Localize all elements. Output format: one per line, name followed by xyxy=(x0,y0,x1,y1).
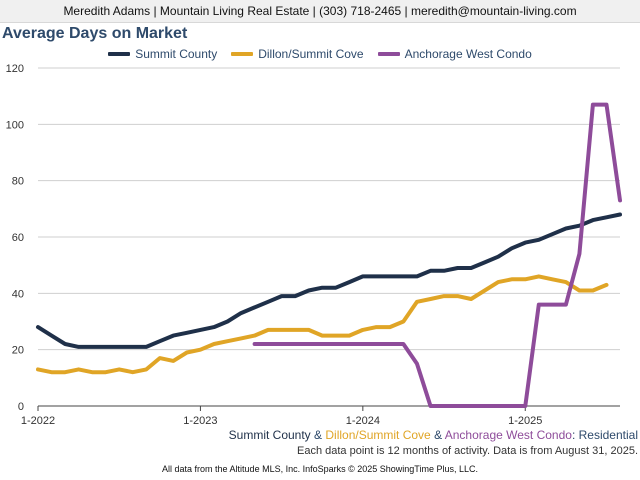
chart-title: Average Days on Market xyxy=(2,25,188,42)
subtitle-dillon: Dillon/Summit Cove xyxy=(325,428,431,442)
chart-legend: Summit County Dillon/Summit Cove Anchora… xyxy=(0,45,640,63)
subtitle-summit: Summit County xyxy=(228,428,311,442)
x-tick-label: 1-2022 xyxy=(21,415,55,427)
source-footer: All data from the Altitude MLS, Inc. Inf… xyxy=(162,464,478,474)
y-tick-label: 0 xyxy=(18,401,24,413)
contact-header: Meredith Adams | Mountain Living Real Es… xyxy=(0,0,640,23)
legend-label-anchorage: Anchorage West Condo xyxy=(404,47,532,61)
y-tick-label: 20 xyxy=(12,345,24,357)
subtitle-sep-1: & xyxy=(310,428,326,442)
series-line-dillon-summit-cove xyxy=(36,274,609,375)
legend-item-summit-county: Summit County xyxy=(108,47,217,61)
y-tick-label: 60 xyxy=(12,232,24,244)
subtitle-residential: : Residential xyxy=(571,428,638,442)
data-note: Each data point is 12 months of activity… xyxy=(297,445,638,457)
x-tick-label: 1-2023 xyxy=(183,415,217,427)
subtitle-sep-2: & xyxy=(430,428,445,442)
x-tick-label: 1-2024 xyxy=(346,415,380,427)
y-tick-label: 40 xyxy=(12,288,24,300)
legend-swatch-anchorage xyxy=(377,52,400,56)
legend-item-dillon: Dillon/Summit Cove xyxy=(231,47,364,61)
y-tick-label: 120 xyxy=(6,63,24,75)
legend-item-anchorage: Anchorage West Condo xyxy=(377,47,532,61)
legend-label-dillon: Dillon/Summit Cove xyxy=(258,47,364,61)
series-line-anchorage-west-condo xyxy=(252,102,622,408)
x-tick-label: 1-2025 xyxy=(508,415,542,427)
series-line-summit-county xyxy=(36,212,622,349)
y-tick-label: 100 xyxy=(6,119,24,131)
legend-swatch-summit-county xyxy=(108,52,131,56)
legend-swatch-dillon xyxy=(231,52,254,56)
subtitle-anchorage: Anchorage West Condo xyxy=(444,428,572,442)
y-tick-label: 80 xyxy=(12,176,24,188)
chart-subtitle: Summit County & Dillon/Summit Cove & Anc… xyxy=(229,428,638,442)
legend-label-summit-county: Summit County xyxy=(135,47,218,61)
